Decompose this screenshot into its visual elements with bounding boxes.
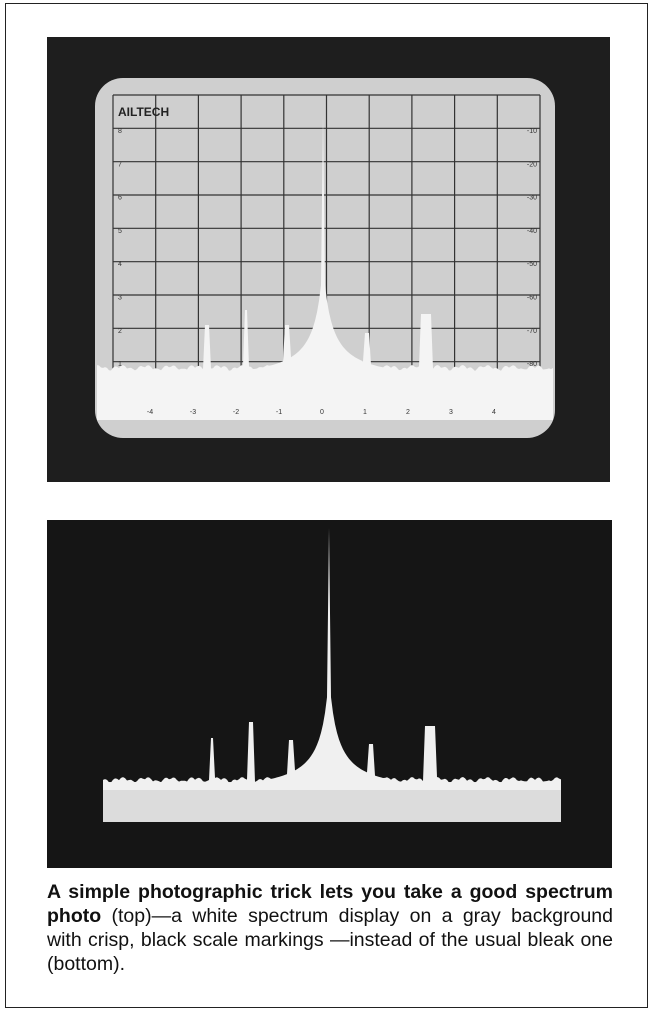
photos: AILTECH 87654321-10-20-30-40-50-60-70-80… <box>47 37 612 868</box>
right-scale-label: -20 <box>527 161 537 168</box>
left-scale-label: 7 <box>118 161 122 168</box>
right-scale-label: -40 <box>527 228 537 235</box>
left-scale-label: 5 <box>118 228 122 235</box>
left-scale-label: 1 <box>118 361 122 368</box>
brand: AILTECH <box>118 105 169 119</box>
spectrum-top <box>97 115 553 420</box>
bottom-scale-label: 4 <box>492 409 496 416</box>
right-scale-label: -50 <box>527 261 537 268</box>
right-scale-label: -60 <box>527 295 537 302</box>
bottom-scale-label: -2 <box>233 409 239 416</box>
right-scale-label: -10 <box>527 128 537 135</box>
bottom-scale-label: -1 <box>276 409 282 416</box>
left-scale-label: 8 <box>118 128 122 135</box>
bottom-scale-label: 1 <box>363 409 367 416</box>
right-scale-label: -30 <box>527 195 537 202</box>
caption-bold: A simple photographic trick lets you tak… <box>47 881 613 927</box>
caption-text: (top)—a white spectrum display on a gray… <box>47 905 613 975</box>
right-scale-label: -70 <box>527 328 537 335</box>
bottom-scale-label: -3 <box>190 409 196 416</box>
bottom-scale-label: -4 <box>147 409 153 416</box>
left-scale-label: 2 <box>118 328 122 335</box>
left-scale-label: 3 <box>118 295 122 302</box>
page-frame <box>5 3 648 1008</box>
bottom-scale-label: 2 <box>406 409 410 416</box>
right-scale-label: -80 <box>527 361 537 368</box>
left-scale-label: 4 <box>118 261 122 268</box>
left-scale-label: 6 <box>118 195 122 202</box>
caption: A simple photographic trick lets you tak… <box>47 880 613 976</box>
bottom-scale-label: 0 <box>320 409 324 416</box>
spectrum-bottom <box>103 528 561 790</box>
bottom-scale-label: 3 <box>449 409 453 416</box>
